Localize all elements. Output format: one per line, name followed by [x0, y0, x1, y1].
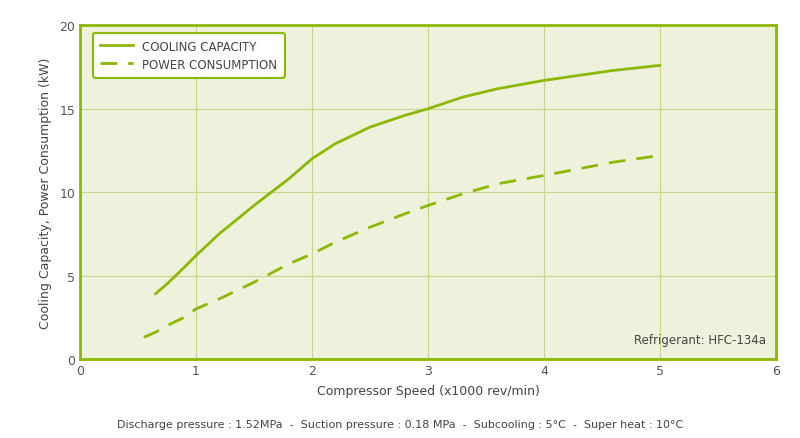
Text: Discharge pressure : 1.52MPa  -  Suction pressure : 0.18 MPa  -  Subcooling : 5°: Discharge pressure : 1.52MPa - Suction p… — [117, 419, 683, 429]
Text: Refrigerant: HFC-134a: Refrigerant: HFC-134a — [634, 333, 766, 346]
Y-axis label: Cooling Capacity, Power Consumption (kW): Cooling Capacity, Power Consumption (kW) — [39, 57, 52, 328]
X-axis label: Compressor Speed (x1000 rev/min): Compressor Speed (x1000 rev/min) — [317, 384, 539, 397]
Legend: COOLING CAPACITY, POWER CONSUMPTION: COOLING CAPACITY, POWER CONSUMPTION — [93, 34, 285, 78]
